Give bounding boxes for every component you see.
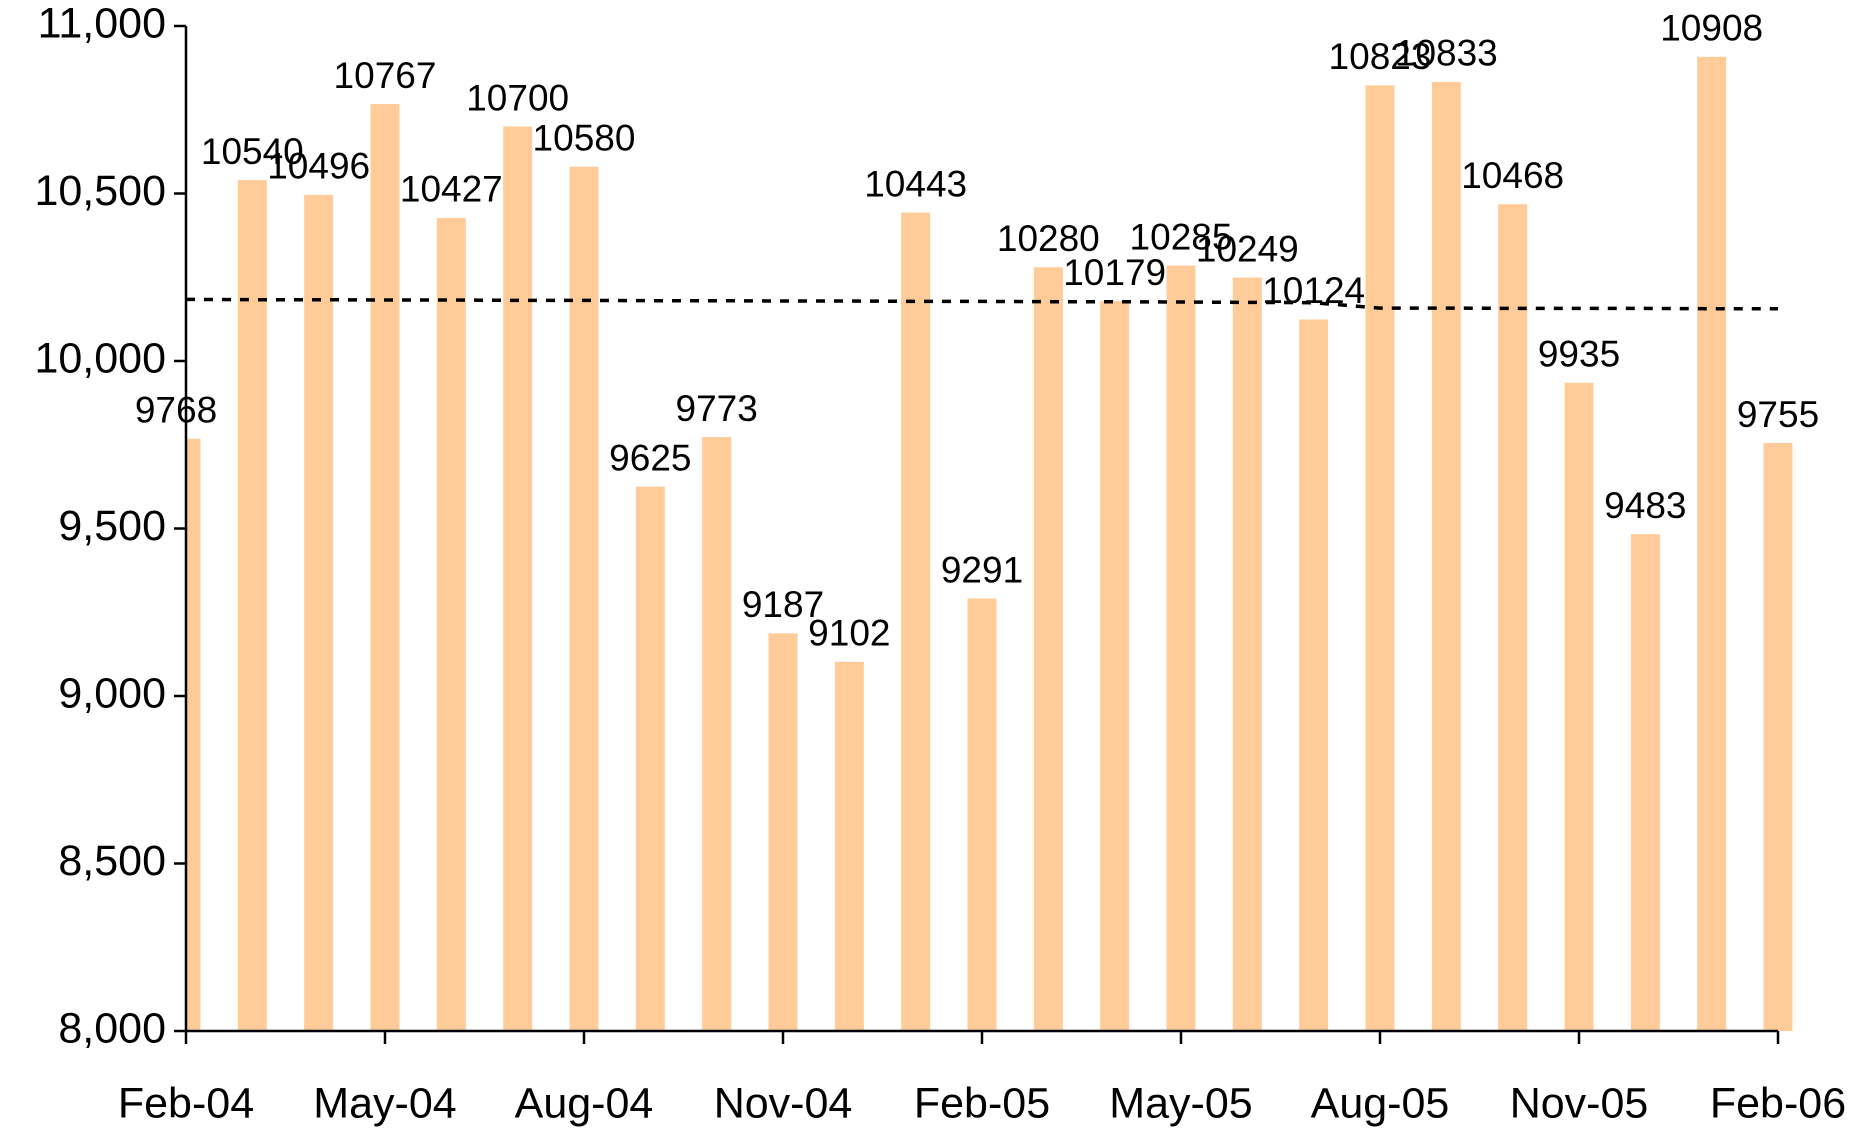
bar — [901, 212, 931, 1031]
data-label: 10179 — [1063, 252, 1166, 293]
y-tick-label: 11,000 — [38, 0, 166, 47]
data-label: 9291 — [941, 549, 1023, 590]
bar — [1763, 443, 1793, 1031]
bar — [237, 180, 267, 1031]
data-label: 10427 — [400, 169, 503, 210]
bar — [1697, 56, 1727, 1031]
data-label: 9102 — [808, 613, 890, 654]
bar — [503, 126, 533, 1031]
data-label: 9773 — [676, 388, 758, 429]
bar — [436, 217, 466, 1031]
bar — [569, 166, 599, 1031]
bar — [1431, 81, 1461, 1031]
data-label: 10124 — [1262, 270, 1365, 311]
data-label: 10285 — [1130, 216, 1233, 257]
bar — [1630, 534, 1660, 1031]
y-tick-label: 9,500 — [58, 502, 166, 550]
bar — [1498, 204, 1528, 1031]
data-label: 10580 — [533, 117, 636, 158]
bar — [1299, 319, 1329, 1031]
x-tick-label: Aug-04 — [515, 1079, 654, 1127]
x-tick-label: Feb-04 — [118, 1079, 254, 1127]
x-tick-label: May-04 — [313, 1079, 456, 1127]
bar — [635, 486, 665, 1031]
data-label: 9768 — [135, 390, 217, 431]
y-tick-label: 8,000 — [58, 1004, 166, 1052]
y-tick-label: 10,000 — [34, 334, 166, 382]
data-label: 10443 — [864, 163, 967, 204]
bar — [1564, 382, 1594, 1031]
bar — [304, 194, 334, 1031]
x-tick-label: Aug-05 — [1311, 1079, 1450, 1127]
data-label: 9625 — [609, 437, 691, 478]
data-label: 10280 — [997, 218, 1100, 259]
data-label: 10249 — [1196, 228, 1299, 269]
data-label: 10540 — [201, 131, 304, 172]
bar — [1100, 301, 1130, 1031]
data-label: 9187 — [742, 584, 824, 625]
data-label: 9755 — [1737, 394, 1819, 435]
bar — [186, 438, 201, 1031]
bar — [702, 437, 732, 1031]
bar — [1365, 85, 1395, 1031]
bar — [768, 633, 798, 1031]
bar — [370, 104, 400, 1031]
data-label: 9935 — [1538, 334, 1620, 375]
data-label: 10496 — [267, 146, 370, 187]
data-label: 10823 — [1329, 36, 1432, 77]
x-tick-label: Feb-05 — [914, 1079, 1050, 1127]
bar — [834, 661, 864, 1031]
bar — [1232, 277, 1262, 1031]
data-label: 10767 — [334, 55, 437, 96]
data-label: 10908 — [1660, 8, 1763, 49]
y-tick-label: 9,000 — [58, 669, 166, 717]
data-label: 9483 — [1604, 485, 1686, 526]
bars — [186, 56, 1793, 1031]
x-tick-label: May-05 — [1109, 1079, 1252, 1127]
data-label: 10833 — [1395, 33, 1498, 74]
bar — [1166, 265, 1196, 1031]
data-label: 10468 — [1461, 155, 1564, 196]
bar — [1033, 267, 1063, 1031]
trend-line — [185, 297, 1778, 311]
data-label: 10700 — [466, 77, 569, 118]
x-tick-label: Feb-06 — [1710, 1079, 1846, 1127]
x-tick-label: Nov-05 — [1510, 1079, 1649, 1127]
bar — [967, 598, 997, 1031]
x-tick-label: Nov-04 — [714, 1079, 853, 1127]
y-tick-label: 10,500 — [34, 167, 166, 215]
y-tick-label: 8,500 — [58, 837, 166, 885]
